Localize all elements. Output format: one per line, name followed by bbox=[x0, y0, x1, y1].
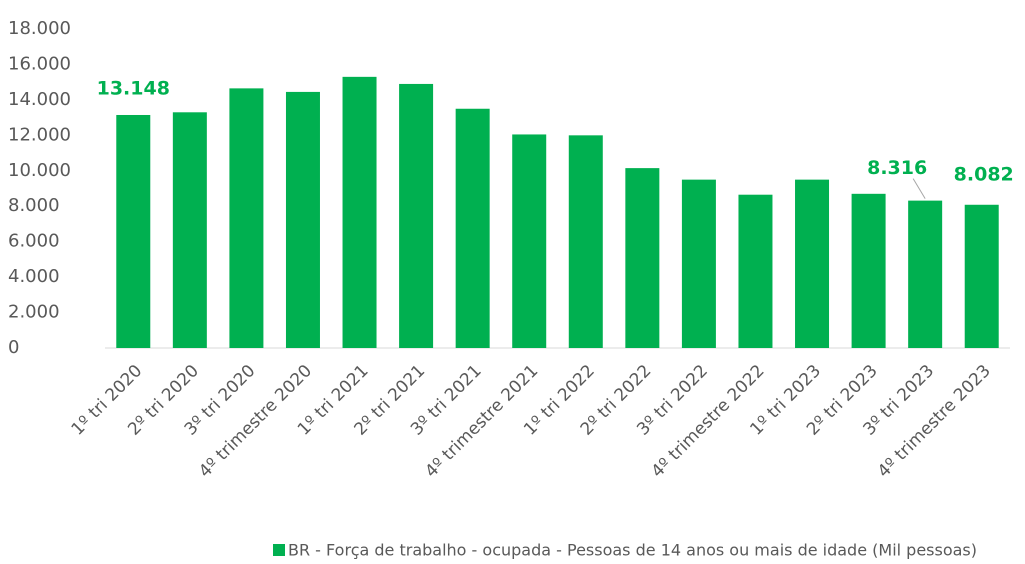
y-tick-label: 4.000 bbox=[8, 266, 60, 287]
x-tick-label: 4º trimestre 2023 bbox=[874, 361, 995, 482]
leader-line bbox=[912, 178, 926, 199]
data-label: 8.316 bbox=[867, 157, 927, 179]
legend: BR - Força de trabalho - ocupada - Pesso… bbox=[273, 541, 977, 560]
bar bbox=[568, 135, 603, 348]
bar bbox=[399, 83, 434, 348]
y-tick-label: 2.000 bbox=[8, 302, 60, 323]
bar bbox=[285, 91, 320, 349]
bar bbox=[512, 134, 547, 348]
bar bbox=[116, 114, 151, 348]
bar bbox=[908, 200, 943, 348]
bar bbox=[455, 108, 490, 348]
data-label: 8.082 bbox=[954, 163, 1014, 185]
bar bbox=[172, 112, 207, 349]
y-tick-label: 10.000 bbox=[8, 160, 71, 181]
y-tick-label: 8.000 bbox=[8, 195, 60, 216]
data-label: 13.148 bbox=[97, 77, 170, 99]
bar bbox=[738, 194, 773, 348]
y-tick-label: 18.000 bbox=[8, 18, 71, 39]
y-tick-label: 6.000 bbox=[8, 231, 60, 252]
y-tick-label: 0 bbox=[8, 337, 19, 358]
bar bbox=[625, 168, 660, 348]
bar bbox=[342, 76, 377, 348]
bar bbox=[964, 204, 999, 348]
bar bbox=[681, 179, 716, 348]
bar bbox=[229, 88, 264, 348]
bar bbox=[851, 193, 886, 348]
legend-label: BR - Força de trabalho - ocupada - Pesso… bbox=[288, 541, 977, 560]
y-tick-label: 16.000 bbox=[8, 53, 71, 74]
y-tick-label: 14.000 bbox=[8, 89, 71, 110]
legend-swatch bbox=[273, 544, 285, 556]
bar bbox=[795, 179, 830, 348]
y-tick-label: 12.000 bbox=[8, 124, 71, 145]
